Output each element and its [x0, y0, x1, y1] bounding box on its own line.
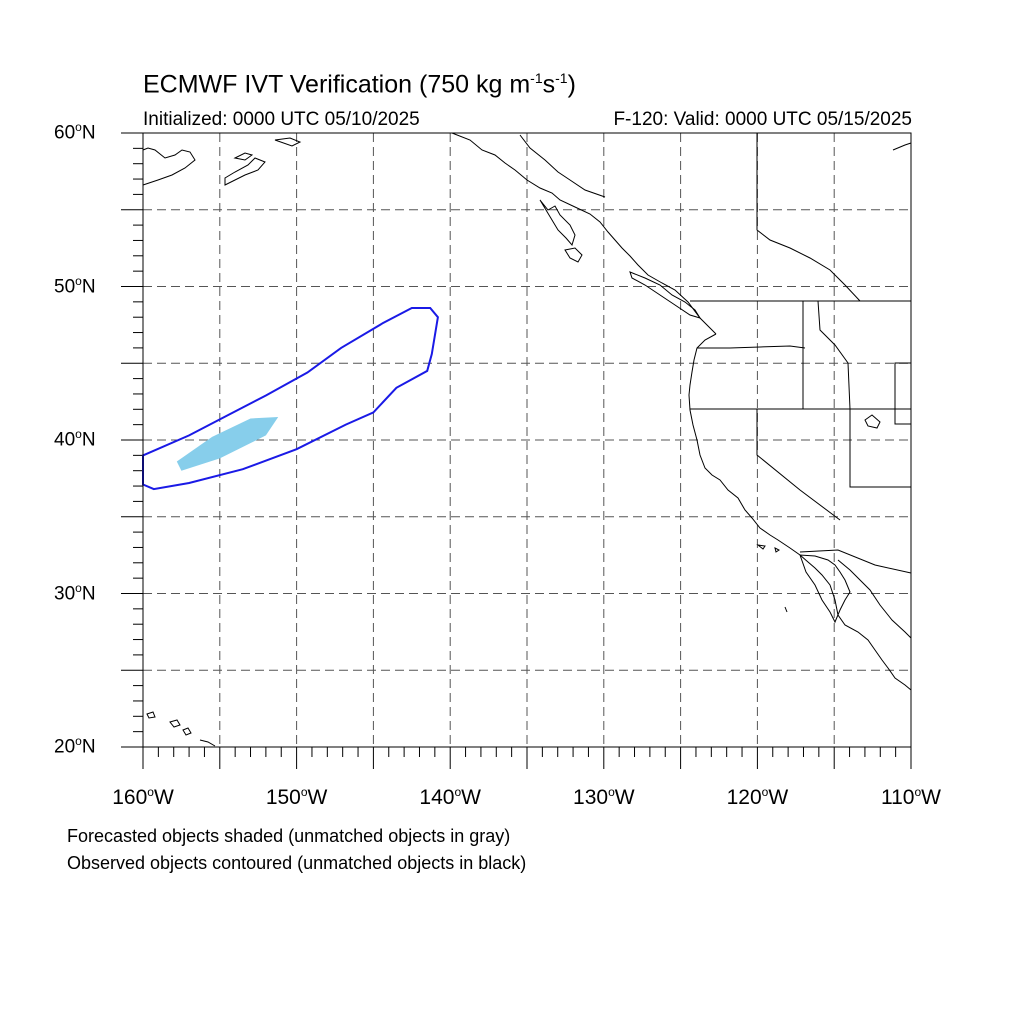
lat-label: 60oN	[54, 120, 96, 144]
lon-label: 130oW	[573, 785, 635, 809]
map-frame	[142, 132, 912, 748]
lon-label: 110oW	[881, 785, 941, 809]
coastlines-and-borders	[142, 132, 912, 747]
lon-label: 120oW	[726, 785, 789, 809]
legend-note-forecast: Forecasted objects shaded (unmatched obj…	[67, 826, 511, 846]
lat-label: 20oN	[54, 734, 96, 758]
lat-label: 30oN	[54, 580, 96, 604]
lon-label: 140oW	[419, 785, 481, 809]
initialized-time: Initialized: 0000 UTC 05/10/2025	[143, 109, 420, 130]
forecast-object-shaded	[176, 417, 279, 471]
axis-ticks	[121, 132, 912, 769]
chart-title: ECMWF IVT Verification (750 kg m-1s-1)	[143, 70, 576, 99]
observed-object-contour	[142, 307, 439, 491]
lat-label: 50oN	[54, 273, 96, 297]
valid-time: F-120: Valid: 0000 UTC 05/15/2025	[613, 109, 912, 130]
graticule	[143, 133, 911, 747]
lat-label: 40oN	[54, 427, 96, 451]
lon-label: 150oW	[265, 785, 328, 809]
legend-note-observed: Observed objects contoured (unmatched ob…	[67, 853, 527, 873]
lon-label: 160oW	[112, 785, 174, 809]
